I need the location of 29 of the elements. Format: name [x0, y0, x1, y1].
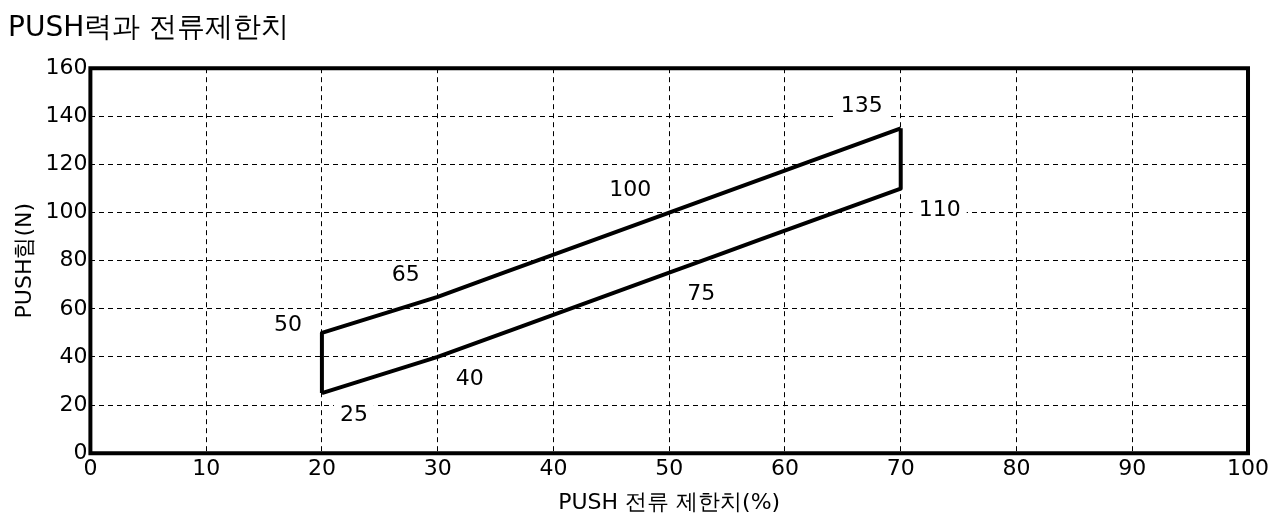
y-tick-label: 120: [45, 150, 88, 176]
y-tick-label: 60: [59, 294, 88, 320]
data-label: 110: [918, 196, 961, 222]
y-tick-label: 160: [45, 53, 88, 79]
y-tick-label: 20: [59, 390, 88, 416]
x-tick-label: 90: [1118, 455, 1147, 481]
data-label: 40: [455, 364, 484, 390]
x-axis-title: PUSH 전류 제한치(%): [558, 488, 781, 514]
y-tick-label: 40: [59, 342, 88, 368]
x-tick-label: 30: [423, 455, 452, 481]
data-label: 100: [609, 176, 652, 202]
y-tick-label: 80: [59, 246, 88, 272]
chart-title: PUSH력과 전류제한치: [8, 9, 291, 45]
x-tick-label: 10: [192, 455, 221, 481]
x-tick-label: 100: [1227, 455, 1269, 481]
x-tick-label: 70: [886, 455, 915, 481]
data-label: 135: [840, 92, 883, 118]
y-tick-label: 140: [45, 102, 88, 128]
x-tick-label: 20: [307, 455, 336, 481]
x-tick-label: 80: [1002, 455, 1031, 481]
data-label: 75: [687, 280, 716, 306]
y-axis-title: PUSH힘(N): [10, 202, 36, 319]
data-label: 25: [339, 400, 368, 426]
x-tick-label: 40: [539, 455, 568, 481]
y-tick-label: 100: [45, 198, 88, 224]
data-label: 50: [273, 310, 302, 336]
x-tick-label: 60: [770, 455, 799, 481]
x-tick-label: 50: [655, 455, 684, 481]
data-label: 65: [391, 260, 420, 286]
